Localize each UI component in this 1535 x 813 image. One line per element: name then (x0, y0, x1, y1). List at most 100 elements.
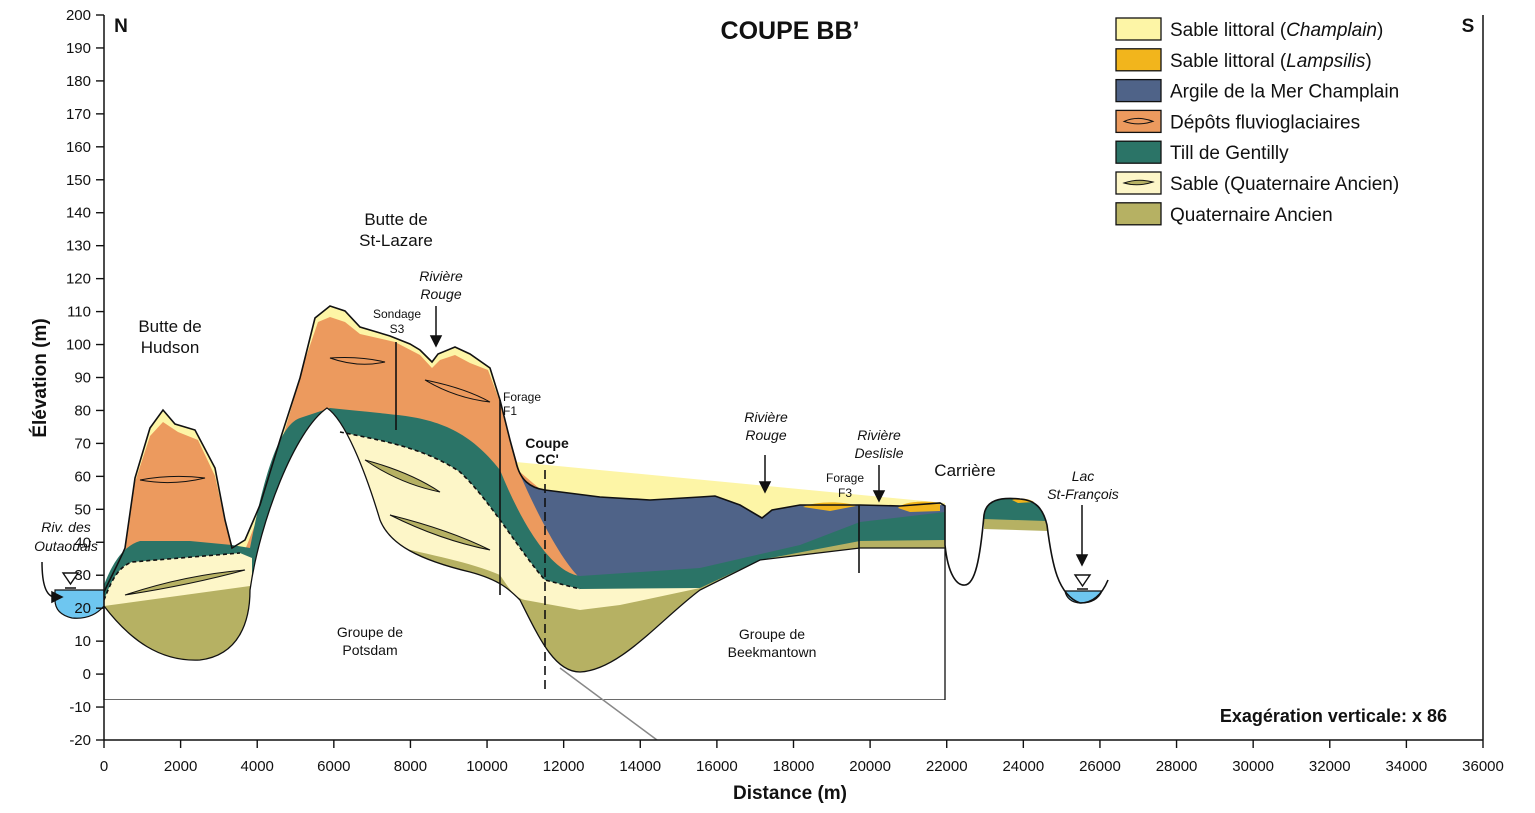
x-tick-label: 32000 (1309, 758, 1351, 775)
x-tick-label: 14000 (619, 758, 661, 775)
x-tick-label: 10000 (466, 758, 508, 775)
legend-text: Sable littoral ( (1170, 20, 1287, 41)
legend-swatch (1116, 18, 1161, 40)
y-tick-label: 30 (74, 567, 91, 584)
legend-text: Dépôts fluvioglaciaires (1170, 112, 1360, 133)
x-tick-label: 36000 (1462, 758, 1504, 775)
legend-swatch (1116, 49, 1161, 71)
legend-label: Argile de la Mer Champlain (1170, 82, 1399, 103)
annotation: CC' (535, 451, 559, 467)
annotation: S3 (390, 322, 405, 336)
legend-text: Argile de la Mer Champlain (1170, 82, 1399, 103)
legend-text: Quaternaire Ancien (1170, 205, 1333, 226)
x-tick-label: 18000 (773, 758, 815, 775)
x-tick-label: 20000 (849, 758, 891, 775)
annotation: Sondage (373, 307, 421, 321)
unit-qa (984, 519, 1048, 531)
y-tick-label: 70 (74, 435, 91, 452)
cross-section: -20-100102030405060708090100110120130140… (0, 0, 1535, 813)
x-tick-label: 34000 (1386, 758, 1428, 775)
y-tick-label: 190 (66, 40, 91, 57)
annotation: F3 (838, 486, 852, 500)
y-tick-label: 80 (74, 402, 91, 419)
legend-text: ) (1377, 20, 1383, 41)
annotation: Rivière (419, 268, 463, 284)
annotation: Rouge (745, 427, 786, 443)
y-tick-label: 110 (67, 304, 91, 321)
x-tick-label: 28000 (1156, 758, 1198, 775)
annotation: Hudson (141, 338, 200, 357)
orientation-right: S (1462, 16, 1475, 37)
annotation: Deslisle (854, 445, 903, 461)
y-tick-label: 120 (66, 271, 91, 288)
annotation: Rivière (857, 427, 901, 443)
annotation: Coupe (525, 435, 569, 451)
x-tick-label: 6000 (317, 758, 350, 775)
x-tick-label: 2000 (164, 758, 197, 775)
legend-text: Sable (Quaternaire Ancien) (1170, 174, 1399, 195)
annotation: Beekmantown (728, 644, 817, 660)
legend-text: Lampsilis (1286, 51, 1366, 72)
y-tick-label: 20 (74, 600, 91, 617)
annotation: Rouge (420, 286, 461, 302)
x-tick-label: 8000 (394, 758, 427, 775)
annotation: Groupe de (337, 624, 403, 640)
note: Exagération verticale: x 86 (1220, 706, 1447, 726)
x-tick-label: 4000 (241, 758, 274, 775)
y-tick-label: 10 (74, 633, 91, 650)
annotation: St-François (1047, 486, 1119, 502)
x-tick-label: 26000 (1079, 758, 1121, 775)
x-tick-label: 22000 (926, 758, 968, 775)
y-tick-label: 150 (66, 172, 91, 189)
x-tick-label: 0 (100, 758, 108, 775)
legend-swatch (1116, 203, 1161, 225)
orientation-left: N (114, 16, 128, 37)
bedrock-fill (90, 700, 970, 739)
x-tick-label: 16000 (696, 758, 738, 775)
legend-label: Dépôts fluvioglaciaires (1170, 112, 1360, 133)
legend-swatch (1116, 80, 1161, 102)
y-tick-label: 60 (74, 468, 91, 485)
annotation: Carrière (934, 461, 995, 480)
legend-text: Till de Gentilly (1170, 143, 1289, 164)
annotation: St-Lazare (359, 231, 433, 250)
annotation: Outaouais (34, 538, 98, 554)
y-tick-label: 100 (66, 337, 91, 354)
legend-label: Sable (Quaternaire Ancien) (1170, 174, 1399, 195)
legend-text: Sable littoral ( (1170, 51, 1287, 72)
water-symbol (1075, 575, 1090, 589)
annotation: Forage (826, 471, 864, 485)
annotation: Butte de (138, 317, 201, 336)
legend-label: Till de Gentilly (1170, 143, 1289, 164)
y-axis-label: Élévation (m) (29, 318, 51, 437)
legend: Sable littoral (Champlain)Sable littoral… (1116, 18, 1399, 226)
geology (42, 306, 1108, 740)
x-tick-label: 30000 (1232, 758, 1274, 775)
y-tick-label: -20 (69, 732, 91, 749)
y-tick-label: 50 (74, 501, 91, 518)
legend-swatch (1116, 141, 1161, 163)
annotation: Potsdam (342, 642, 397, 658)
annotation: Groupe de (739, 626, 805, 642)
annotation: Rivière (744, 409, 788, 425)
annotation: F1 (503, 404, 517, 418)
y-tick-label: 200 (66, 7, 91, 24)
legend-label: Quaternaire Ancien (1170, 205, 1333, 226)
y-tick-label: 160 (66, 139, 91, 156)
y-tick-label: 90 (74, 370, 91, 387)
annotation: Forage (503, 390, 541, 404)
title: COUPE BB’ (721, 17, 860, 45)
y-tick-label: 130 (66, 238, 91, 255)
y-tick-label: 0 (83, 666, 91, 683)
y-tick-label: 170 (66, 106, 91, 123)
y-tick-label: 180 (66, 73, 91, 90)
x-tick-label: 12000 (543, 758, 585, 775)
y-tick-label: 140 (66, 205, 91, 222)
legend-label: Sable littoral (Champlain) (1170, 20, 1383, 41)
legend-text: Champlain (1286, 20, 1377, 41)
x-axis-label: Distance (m) (733, 783, 847, 804)
legend-label: Sable littoral (Lampsilis) (1170, 51, 1372, 72)
x-tick-label: 24000 (1002, 758, 1044, 775)
y-tick-label: -10 (69, 699, 91, 716)
legend-text: ) (1365, 51, 1371, 72)
